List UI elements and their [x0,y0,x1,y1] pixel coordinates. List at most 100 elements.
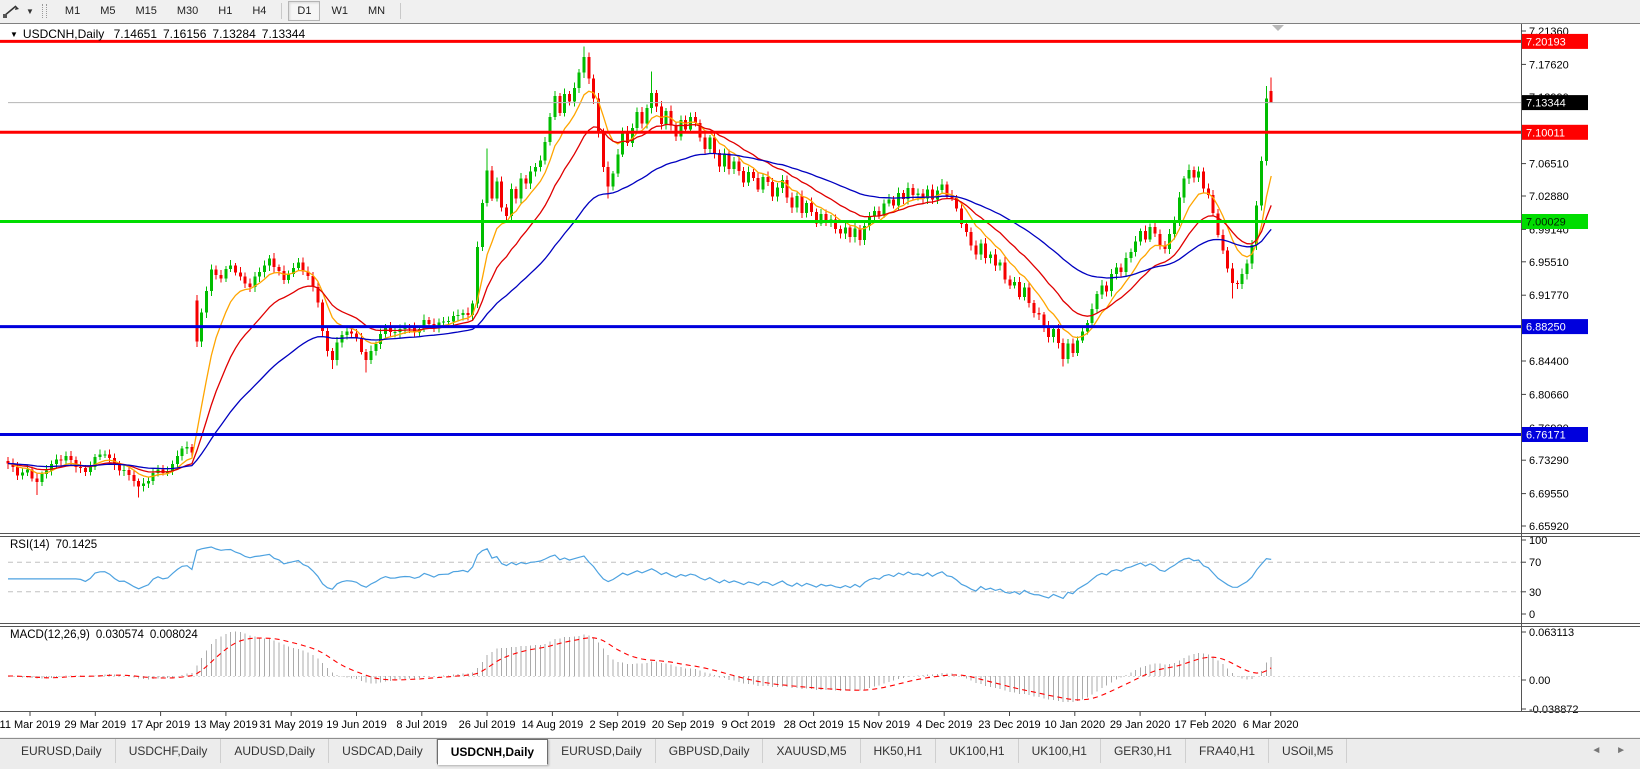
timeframe-button-m5[interactable]: M5 [100,5,116,17]
price-tag [1522,214,1588,229]
tab-scroll-right-icon[interactable]: ► [1616,745,1626,756]
rsi-axis-label: 0 [1529,609,1535,621]
macd-label: MACD(12,26,9) 0.030574 0.008024 [10,629,204,641]
date-tick-label: 10 Jan 2020 [1045,719,1106,731]
timeframe-button-h4[interactable]: H4 [252,5,267,17]
ma-mid-red [7,123,1272,473]
date-tick-label: 4 Dec 2019 [916,719,972,731]
price-tag-value: 7.20193 [1526,36,1566,48]
date-tick-label: 28 Oct 2019 [784,719,844,731]
price-tag-value: 6.76171 [1526,430,1566,442]
chart-shift-marker-icon[interactable] [1272,25,1284,31]
tab-usdcnh-daily[interactable]: USDCNH,Daily [436,739,549,765]
price-tag [1522,33,1588,49]
top-toolbar: ▼ M1 M5 M15 M30 H1 H4 D1 W1 MN [0,0,1640,22]
rsi-line [8,546,1272,600]
price-tag-value: 7.13344 [1526,98,1566,110]
date-tick-label: 31 May 2019 [259,719,323,731]
timeframe-button-m15[interactable]: M15 [135,5,157,17]
tab-uk100-h1[interactable]: UK100,H1 [1019,739,1101,763]
tab-eurusd-daily[interactable]: EURUSD,Daily [8,739,116,763]
date-tick-label: 26 Jul 2019 [459,719,516,731]
date-tick-label: 17 Apr 2019 [131,719,190,731]
macd-signal-line [8,637,1272,701]
date-tick-label: 13 May 2019 [194,719,258,731]
timeframe-button-m30[interactable]: M30 [176,5,199,17]
timeframe-button-h1[interactable]: H1 [218,5,233,17]
rsi-name: RSI(14) [10,539,50,551]
ma-slow-blue [7,152,1272,470]
tab-scroll-left-icon[interactable]: ◄ [1591,745,1602,756]
tab-scroll-arrows: ◄ ► [1579,739,1626,763]
rsi-value: 70.1425 [55,539,98,551]
rsi-label: RSI(14) 70.1425 [10,539,103,551]
timeframe-button-group: M1 M5 M15 M30 H1 H4 D1 W1 MN [55,1,406,21]
macd-name: MACD(12,26,9) [10,629,90,641]
macd-panel [8,631,1521,703]
rsi-axis-label: 100 [1529,535,1547,547]
price-tick-label: 6.73290 [1529,455,1569,467]
price-tick-label: 6.91770 [1529,290,1569,302]
date-tick-label: 29 Jan 2020 [1110,719,1171,731]
timeframe-button-mn[interactable]: MN [367,5,386,17]
macd-axis-label: 0.063113 [1529,627,1574,639]
tab-xauusd-m5[interactable]: XAUUSD,M5 [763,739,861,763]
rsi-axis-label: 30 [1529,587,1541,599]
date-tick-label: 29 Mar 2019 [64,719,126,731]
date-axis[interactable]: 11 Mar 2019 29 Mar 2019 17 Apr 2019 13 May … [0,711,1640,732]
date-tick-label: 9 Oct 2019 [721,719,775,731]
tab-uk100-h1[interactable]: UK100,H1 [936,739,1019,763]
tab-audusd-daily[interactable]: AUDUSD,Daily [221,739,330,763]
toolbar-separator [281,3,283,19]
tab-eurusd-daily[interactable]: EURUSD,Daily [548,739,656,763]
ohlc-low: 7.13284 [212,27,256,41]
tab-fra40-h1[interactable]: FRA40,H1 [1186,739,1270,763]
date-tick-label: 20 Sep 2019 [652,719,714,731]
price-scale[interactable]: 7.213607.176207.139907.065107.028806.991… [1521,24,1588,716]
timeframe-button-w1[interactable]: W1 [331,5,348,17]
price-tick-label: 6.84400 [1529,356,1569,368]
price-tag-value: 7.10011 [1526,127,1565,139]
price-tick-label: 6.69550 [1529,489,1569,501]
date-tick-label: 11 Mar 2019 [0,719,60,731]
date-tick-label: 14 Aug 2019 [522,719,584,731]
candles-layer [6,46,1273,498]
chart-title: ▼ USDCNH,Daily 7.14651 7.16156 7.13284 7.133… [10,27,311,41]
price-tag [1522,124,1588,140]
tab-usoil-m5[interactable]: USOil,M5 [1269,739,1348,763]
line-tool-icon[interactable] [2,3,22,19]
price-tick-label: 6.65920 [1529,521,1569,533]
tab-usdcad-daily[interactable]: USDCAD,Daily [329,739,437,763]
rsi-panel [8,546,1521,600]
tab-ger30-h1[interactable]: GER30,H1 [1101,739,1186,763]
macd-main-value: 0.030574 [95,629,144,641]
price-tick-label: 7.06510 [1529,159,1569,171]
price-tag [1522,427,1588,442]
tool-dropdown-caret-icon[interactable]: ▼ [26,6,34,16]
price-tag [1522,319,1588,335]
price-tick-label: 6.80660 [1529,389,1569,401]
date-tick-label: 15 Nov 2019 [848,719,910,731]
macd-signal-value: 0.008024 [149,629,198,641]
macd-histogram [12,631,1272,703]
price-tick-label: 7.02880 [1529,191,1569,203]
timeframe-button-d1[interactable]: D1 [288,1,321,21]
chart-symbol-label: USDCNH,Daily [22,27,105,41]
tab-usdchf-daily[interactable]: USDCHF,Daily [116,739,222,763]
timeframe-button-m1[interactable]: M1 [64,5,81,17]
toolbar-separator [400,3,402,19]
price-tag [1522,95,1588,111]
date-tick-label: 6 Mar 2020 [1243,719,1299,731]
ohlc-open: 7.14651 [113,27,157,41]
title-collapse-icon[interactable]: ▼ [10,30,18,39]
tab-hk50-h1[interactable]: HK50,H1 [861,739,937,763]
macd-axis-label: -0.038872 [1529,704,1579,716]
toolbar-grip[interactable] [41,4,47,18]
ohlc-close: 7.13344 [261,27,306,41]
price-tag-value: 6.88250 [1526,322,1566,334]
date-tick-label: 8 Jul 2019 [396,719,447,731]
tab-gbpusd-daily[interactable]: GBPUSD,Daily [656,739,764,763]
date-tick-label: 2 Sep 2019 [590,719,646,731]
ohlc-high: 7.16156 [163,27,207,41]
